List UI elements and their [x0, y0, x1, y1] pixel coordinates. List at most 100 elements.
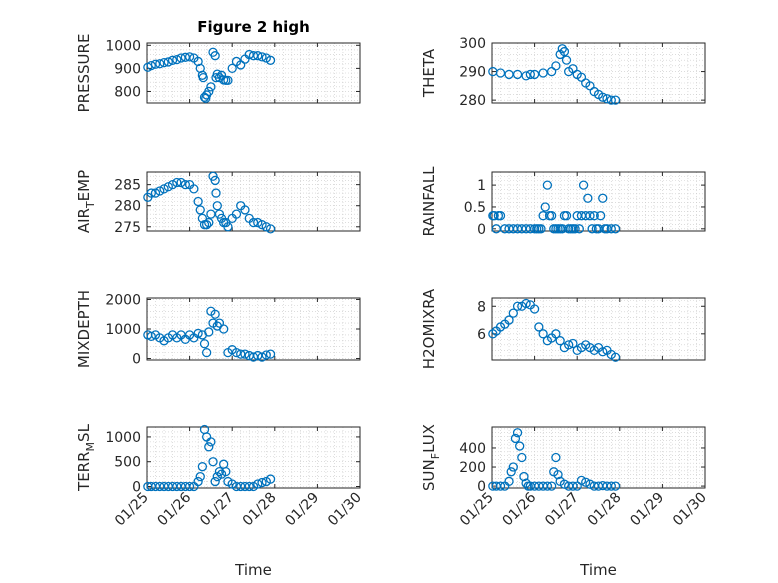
grid — [491, 298, 706, 360]
data-point — [512, 69, 523, 80]
data-point — [172, 177, 182, 188]
data-point — [568, 481, 578, 491]
subplot-1: 800 900 1000 PRESSURE Figure 2 high — [75, 18, 361, 112]
data-point — [261, 222, 271, 232]
y-tick-label: 200 — [459, 460, 486, 476]
data-point — [257, 352, 267, 362]
data-point — [564, 340, 574, 350]
data-point — [150, 188, 161, 198]
y-axis-label: TERRMSL — [75, 423, 97, 492]
data-point — [195, 205, 205, 215]
data-point — [201, 220, 212, 230]
data-point — [574, 224, 584, 234]
data-point — [184, 481, 195, 492]
data-point — [227, 63, 237, 74]
axes-box — [491, 42, 706, 104]
series-markers — [143, 171, 276, 234]
data-point — [204, 327, 214, 337]
data-point — [495, 68, 506, 78]
data-point — [508, 308, 518, 318]
data-point — [512, 428, 523, 438]
y-axis-label: AIRTEMP — [75, 170, 97, 233]
data-point — [517, 452, 527, 463]
data-point — [172, 54, 182, 65]
y-tick-label: 0 — [132, 480, 141, 496]
data-point — [570, 224, 580, 234]
data-point — [257, 52, 267, 62]
data-point — [163, 182, 173, 192]
subplot-4: 0 0.5 1 RAINFALL — [420, 166, 706, 238]
x-tick-label: 01/27 — [197, 490, 237, 530]
y-tick-label: 280 — [459, 93, 486, 109]
data-point — [551, 329, 561, 339]
data-point — [159, 184, 169, 194]
data-point — [559, 46, 570, 57]
data-point — [559, 479, 570, 489]
data-point — [193, 476, 203, 487]
data-point — [589, 211, 599, 221]
data-point — [206, 437, 216, 447]
series-markers — [488, 428, 621, 491]
data-point — [206, 82, 216, 92]
y-tick-label: 500 — [114, 455, 141, 471]
data-point — [551, 452, 561, 463]
data-point — [261, 350, 271, 360]
data-point — [542, 180, 553, 190]
data-point — [214, 318, 225, 328]
axes-box — [491, 171, 706, 232]
data-point — [231, 347, 242, 358]
x-tick-label: 01/29 — [282, 490, 322, 530]
data-point — [521, 298, 531, 309]
data-point — [253, 479, 263, 489]
data-point — [155, 59, 165, 69]
data-point — [212, 201, 222, 211]
data-point — [204, 442, 214, 452]
grid — [146, 426, 361, 488]
data-point — [193, 196, 203, 207]
x-tick-label: 01/30 — [325, 490, 365, 530]
data-point — [167, 55, 178, 65]
subplot-6: 6 8 H2OMIXRA — [420, 288, 706, 369]
data-point — [176, 177, 186, 188]
y-axis-label: MIXDEPTH — [75, 290, 93, 368]
data-point — [210, 476, 220, 487]
data-point — [214, 466, 225, 477]
data-point — [210, 175, 220, 186]
y-tick-label: 8 — [477, 299, 486, 315]
data-point — [587, 224, 597, 234]
series-markers — [488, 298, 621, 362]
data-point — [606, 481, 616, 491]
data-point — [197, 213, 208, 224]
y-tick-label: 0 — [477, 479, 486, 495]
data-point — [602, 94, 612, 104]
data-point — [561, 211, 572, 221]
data-point — [150, 59, 161, 69]
data-point — [257, 477, 267, 488]
data-point — [510, 433, 521, 444]
data-point — [606, 224, 616, 234]
data-point — [198, 72, 208, 83]
data-point — [536, 224, 546, 234]
x-tick-label: 01/25 — [457, 490, 497, 530]
data-point — [581, 477, 591, 487]
y-tick-label: 900 — [114, 61, 141, 77]
x-tick-label: 01/26 — [155, 489, 195, 529]
data-point — [163, 57, 173, 67]
x-axis-label: Time — [234, 561, 272, 579]
data-point — [542, 481, 553, 491]
data-point — [553, 470, 563, 480]
data-point — [538, 329, 548, 339]
x-tick-label: 01/27 — [542, 490, 582, 530]
data-point — [244, 49, 254, 60]
data-point — [578, 180, 589, 190]
axes-box — [146, 42, 361, 104]
data-point — [538, 68, 548, 78]
data-point — [248, 217, 259, 228]
data-point — [610, 224, 621, 234]
y-axis-label: THETA — [420, 48, 438, 98]
data-point — [211, 188, 221, 198]
y-tick-label: 0.5 — [464, 200, 486, 216]
y-tick-label: 300 — [459, 36, 486, 52]
